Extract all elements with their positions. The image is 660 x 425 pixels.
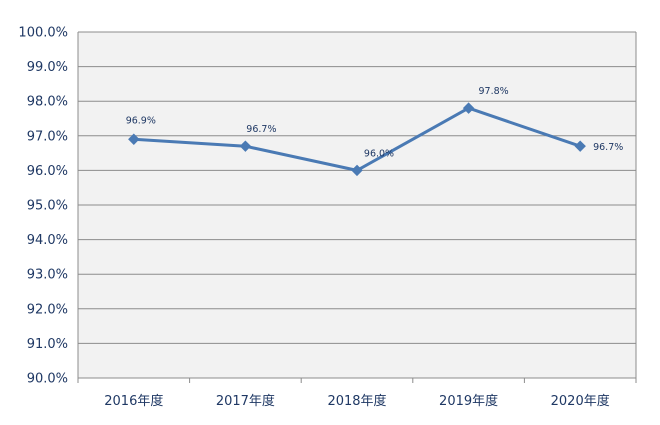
data-point-marker	[462, 102, 475, 114]
y-tick-label: 95.0%	[27, 199, 68, 214]
data-label: 96.7%	[593, 142, 623, 153]
y-tick-label: 92.0%	[27, 302, 68, 317]
x-tick-label: 2020年度	[551, 393, 610, 409]
data-point-marker	[351, 164, 363, 177]
data-label: 96.7%	[246, 124, 276, 135]
y-tick-label: 100.0%	[18, 26, 68, 41]
x-tick-label: 2018年度	[327, 393, 386, 409]
x-tick-label: 2017年度	[216, 393, 275, 409]
y-tick-label: 97.0%	[27, 129, 68, 144]
y-tick-label: 98.0%	[27, 95, 68, 110]
y-axis-tick-labels: 100.0% 99.0% 98.0% 97.0% 96.0% 95.0% 94.0% 93.0…	[18, 26, 68, 387]
data-point-marker	[128, 133, 140, 145]
data-point-marker	[239, 140, 252, 152]
series-markers	[128, 102, 586, 177]
y-tick-label: 96.0%	[27, 164, 68, 179]
data-label: 96.9%	[126, 115, 156, 126]
data-labels: 96.9% 96.7% 96.0% 97.8% 96.7%	[126, 86, 624, 159]
y-tick-label: 94.0%	[27, 233, 68, 248]
x-tick-label: 2019年度	[439, 393, 498, 409]
data-point-marker	[574, 140, 586, 152]
y-tick-label: 99.0%	[27, 60, 68, 75]
data-label: 97.8%	[479, 86, 509, 97]
x-tick-label: 2016年度	[104, 393, 163, 409]
y-tick-label: 91.0%	[27, 337, 68, 352]
data-label: 96.0%	[364, 148, 394, 159]
y-tick-label: 90.0%	[27, 372, 68, 387]
x-axis-tick-labels: 2016年度 2017年度 2018年度 2019年度 2020年度	[104, 393, 609, 409]
gridlines	[77, 31, 637, 383]
y-tick-label: 93.0%	[27, 268, 68, 283]
